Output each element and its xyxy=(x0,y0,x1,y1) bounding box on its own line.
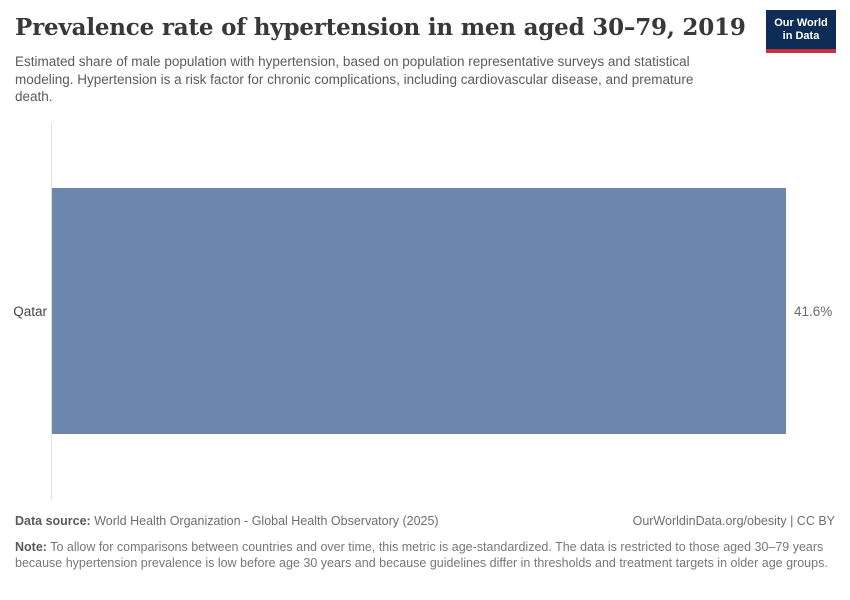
data-source-text: Data source: World Health Organization -… xyxy=(15,514,439,528)
attribution-link[interactable]: OurWorldinData.org/obesity | CC BY xyxy=(632,514,835,528)
bar-chart: Qatar 41.6% xyxy=(0,122,850,500)
entity-label: Qatar xyxy=(13,303,47,319)
chart-subtitle: Estimated share of male population with … xyxy=(15,54,694,104)
footer-note: Note: To allow for comparisons between c… xyxy=(15,539,837,571)
owid-logo-line2: in Data xyxy=(782,29,820,42)
page-title: Prevalence rate of hypertension in men a… xyxy=(15,14,746,41)
note-label: Note: xyxy=(15,540,47,554)
y-axis-line xyxy=(51,122,52,500)
data-source-value: World Health Organization - Global Healt… xyxy=(94,514,439,528)
footer-source-row: Data source: World Health Organization -… xyxy=(15,514,835,528)
bar-value-label: 41.6% xyxy=(794,303,833,319)
owid-logo-line1: Our World xyxy=(774,16,828,29)
note-text: To allow for comparisons between countri… xyxy=(15,540,828,570)
owid-logo: Our World in Data xyxy=(766,10,836,53)
bar[interactable] xyxy=(52,188,786,434)
data-source-label: Data source: xyxy=(15,514,91,528)
